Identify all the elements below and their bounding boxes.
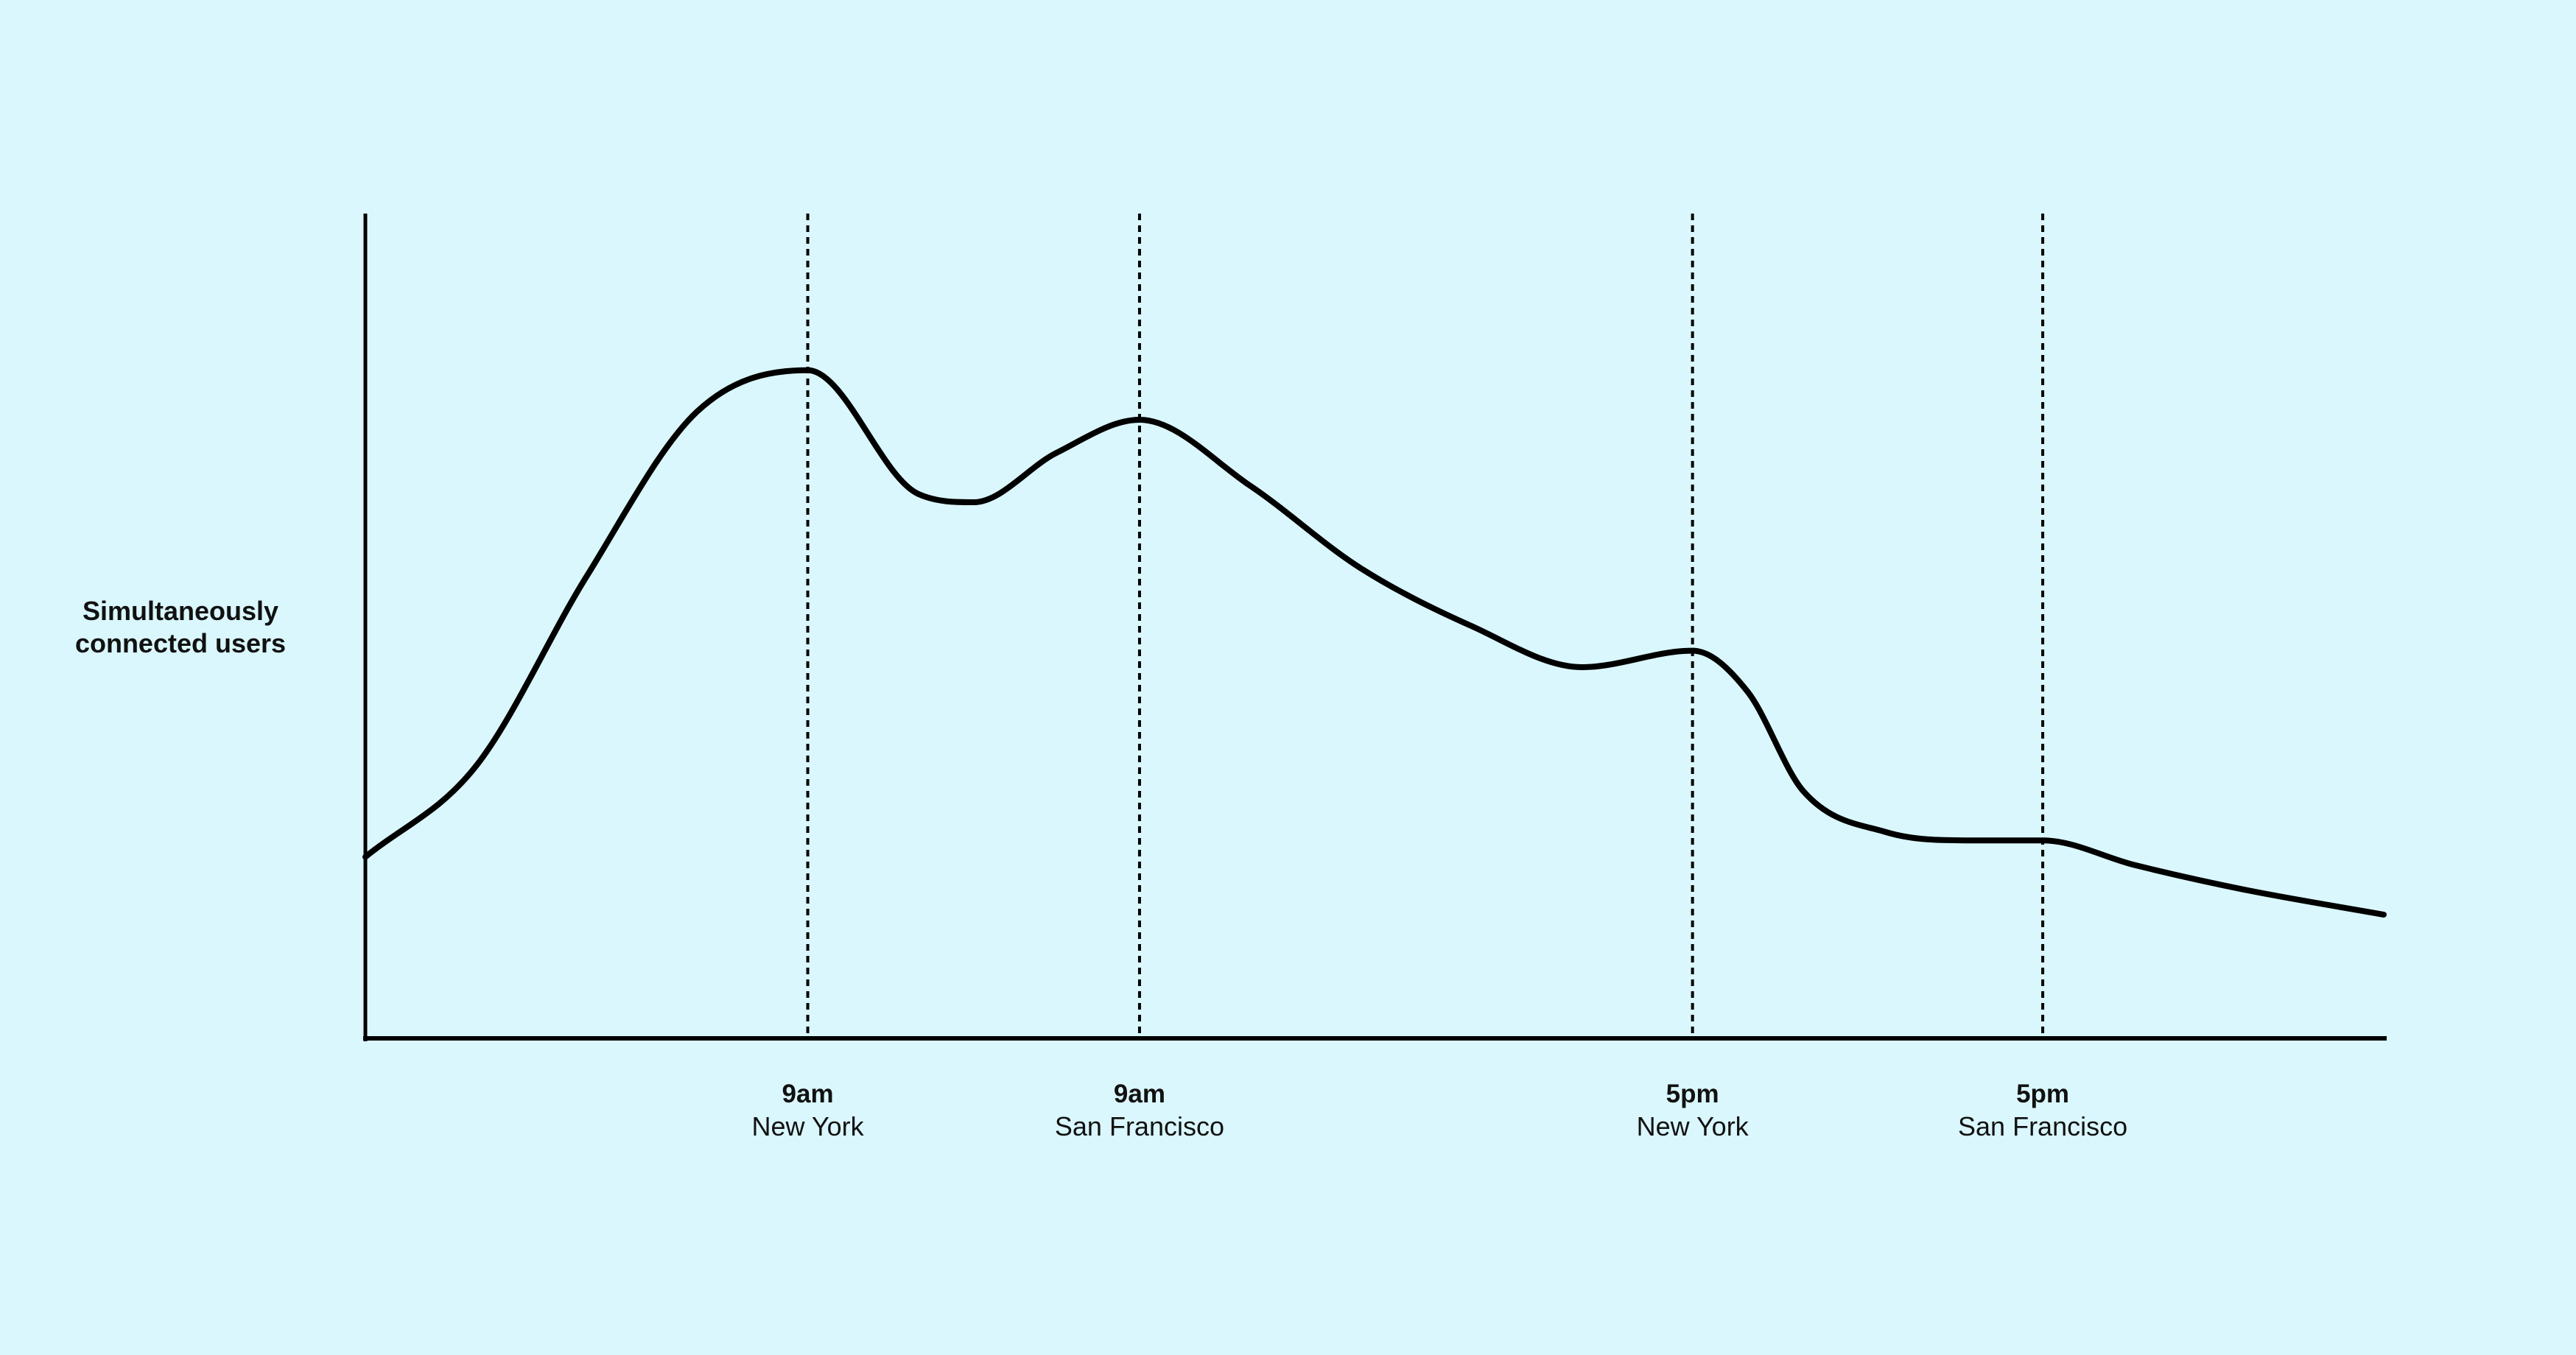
x-tick-time-3: 5pm (1666, 1080, 1719, 1108)
series-line (362, 367, 2387, 918)
y-axis-label-line-2: connected users (75, 628, 286, 658)
x-tick-city-2: San Francisco (1055, 1111, 1224, 1141)
reference-lines (806, 214, 2045, 1038)
x-tick-city-1: New York (752, 1111, 865, 1141)
y-axis-label-line-1: Simultaneously (83, 596, 278, 626)
x-tick-labels: 9am New York 9am San Francisco 5pm New York 5p… (752, 1080, 2128, 1141)
x-tick-time-4: 5pm (2016, 1080, 2069, 1108)
x-tick-city-4: San Francisco (1958, 1111, 2127, 1141)
x-tick-time-2: 9am (1114, 1080, 1165, 1108)
x-tick-time-1: 9am (782, 1080, 834, 1108)
y-axis-label: Simultaneously connected users (75, 596, 286, 658)
x-tick-city-3: New York (1637, 1111, 1749, 1141)
